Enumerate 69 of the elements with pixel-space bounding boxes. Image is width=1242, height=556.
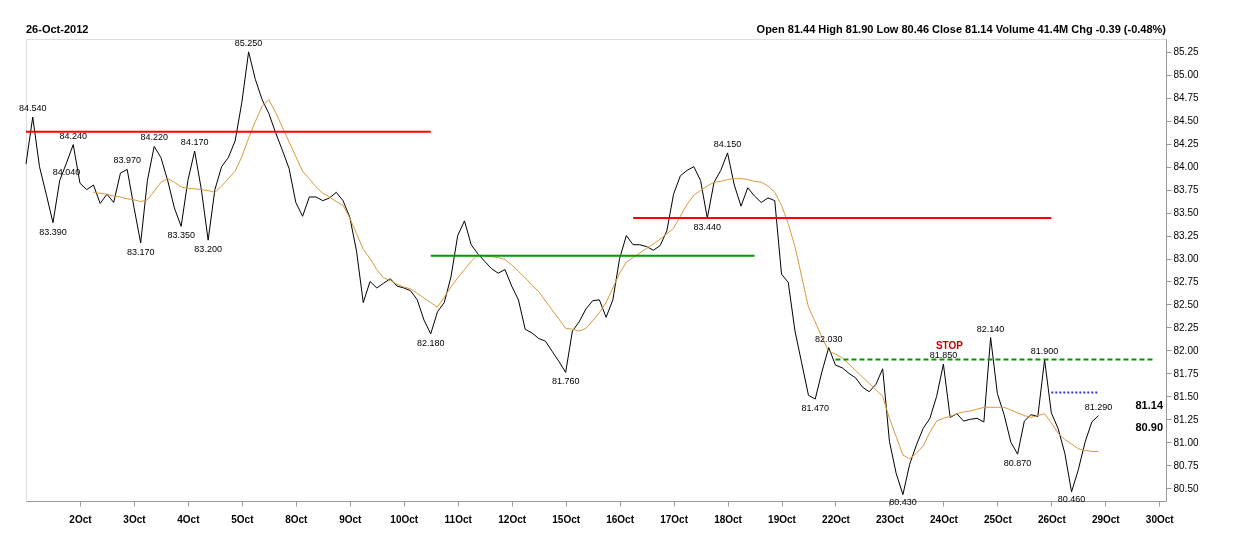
x-tick-label: 24Oct: [930, 513, 959, 525]
y-tick-label: 85.00: [1173, 69, 1199, 81]
y-tick-label: 84.75: [1173, 92, 1199, 104]
x-tick-label: 17Oct: [660, 513, 689, 525]
x-tick-label: 11Oct: [444, 513, 473, 525]
x-tick-label: 19Oct: [768, 513, 797, 525]
annotation: 80.430: [889, 496, 917, 507]
annotation: STOP: [935, 340, 964, 352]
y-tick-label: 84.50: [1173, 115, 1199, 127]
y-tick-label: 81.50: [1173, 390, 1199, 402]
y-tick-label: 82.00: [1173, 344, 1199, 356]
annotation: 82.140: [976, 323, 1005, 334]
annotation: 81.470: [801, 403, 829, 414]
y-tick-label: 85.25: [1173, 46, 1199, 58]
y-tick-label: 82.75: [1173, 275, 1199, 287]
x-tick-label: 8Oct: [285, 513, 309, 525]
annotation: 84.240: [59, 130, 87, 141]
annotation: 81.850: [929, 350, 958, 361]
y-tick-label: 83.75: [1173, 184, 1199, 196]
x-tick-label: 4Oct: [177, 513, 201, 525]
annotation: 81.900: [1030, 345, 1059, 356]
annotation: 83.200: [194, 244, 222, 255]
annotation: 80.460: [1057, 493, 1086, 504]
x-tick-label: 25Oct: [983, 513, 1013, 525]
x-tick-label: 30Oct: [1145, 513, 1175, 525]
annotation: 83.390: [39, 226, 67, 237]
annotation: 80.870: [1003, 458, 1032, 469]
y-tick-label: 84.25: [1173, 138, 1199, 150]
x-tick-label: 2Oct: [69, 513, 93, 525]
x-tick-label: 10Oct: [390, 513, 419, 525]
x-tick-label: 29Oct: [1091, 513, 1121, 525]
text: 26-Oct-2012: [26, 23, 89, 35]
annotation: 81.14: [1135, 399, 1164, 412]
annotation: 82.180: [416, 337, 445, 348]
y-tick-label: 83.25: [1173, 230, 1199, 242]
y-tick-label: 80.50: [1173, 482, 1199, 494]
y-tick-label: 80.75: [1173, 459, 1199, 471]
y-tick-label: 81.00: [1173, 436, 1199, 448]
annotation: 81.290: [1084, 401, 1113, 412]
annotation: 83.970: [113, 155, 141, 166]
x-tick-label: 16Oct: [606, 513, 635, 525]
annotation: 84.170: [180, 137, 209, 148]
x-tick-label: 23Oct: [876, 513, 905, 525]
x-tick-label: 22Oct: [822, 513, 851, 525]
y-tick-label: 81.25: [1173, 413, 1199, 425]
y-tick-label: 83.00: [1173, 253, 1199, 265]
annotation: 83.170: [126, 246, 155, 257]
annotation: 85.250: [234, 37, 263, 48]
x-tick-label: 5Oct: [231, 513, 255, 525]
y-tick-label: 82.25: [1173, 321, 1199, 333]
annotation: 83.350: [167, 230, 195, 241]
annotation: 82.030: [814, 333, 843, 344]
x-tick-label: 9Oct: [339, 513, 363, 525]
annotation: 81.760: [551, 376, 580, 387]
x-tick-label: 3Oct: [123, 513, 147, 525]
y-tick-label: 82.50: [1173, 298, 1199, 310]
y-tick-label: 83.50: [1173, 207, 1199, 219]
annotation: 83.440: [693, 222, 722, 233]
x-tick-label: 12Oct: [498, 513, 527, 525]
y-tick-label: 81.75: [1173, 367, 1199, 379]
annotation: 84.220: [140, 132, 168, 143]
annotation: 84.540: [18, 103, 47, 114]
annotation: 80.90: [1135, 421, 1163, 434]
text: Open 81.44 High 81.90 Low 80.46 Close 81.14 Volume 41.4M Chg -0.39 (-0.48%): [756, 23, 1167, 35]
x-tick-label: 18Oct: [714, 513, 743, 525]
x-tick-label: 15Oct: [552, 513, 581, 525]
y-tick-label: 84.00: [1173, 161, 1199, 173]
annotation: 84.150: [713, 138, 742, 149]
x-tick-label: 26Oct: [1037, 513, 1067, 525]
